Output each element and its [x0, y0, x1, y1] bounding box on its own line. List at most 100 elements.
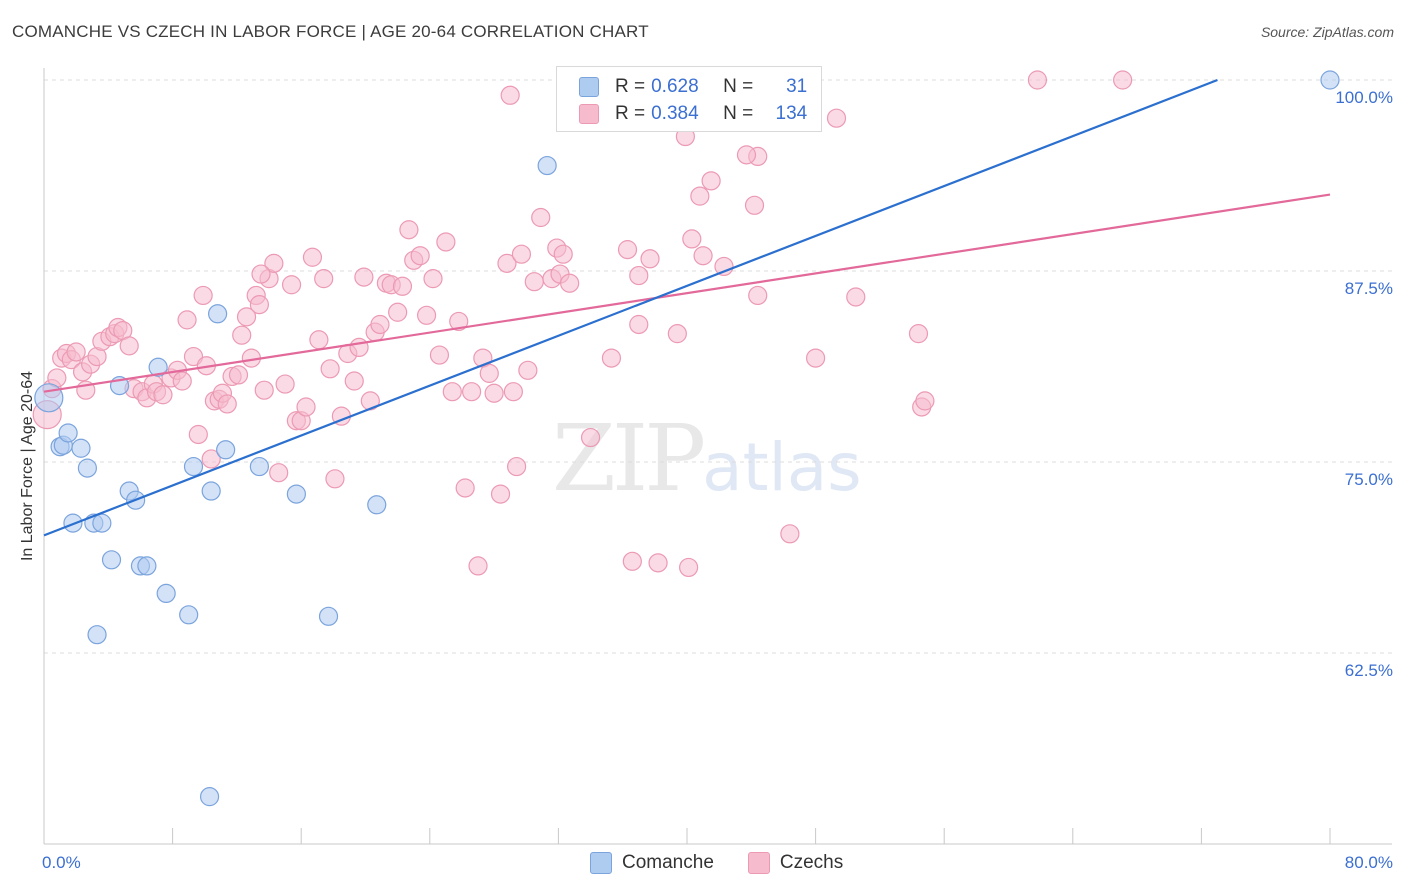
- czechs-legend-swatch: [747, 852, 770, 874]
- comanche-point: [34, 383, 64, 413]
- czechs-swatch: [579, 104, 599, 124]
- czechs-point: [177, 310, 197, 330]
- czechs-point: [701, 171, 721, 191]
- czechs-point: [780, 524, 800, 544]
- axes: [43, 68, 1392, 845]
- czechs-point: [497, 253, 517, 273]
- czechs-point: [66, 342, 86, 362]
- legend-item-czechs: Czechs: [747, 852, 844, 874]
- czechs-point: [416, 305, 437, 325]
- x-tick-label-max: 80.0%: [1344, 853, 1393, 872]
- chart-source: Source: ZipAtlas.com: [1260, 24, 1394, 40]
- comanche-legend-swatch: [590, 852, 612, 874]
- czechs-point: [370, 314, 390, 335]
- comanche-point: [92, 513, 112, 533]
- watermark: ZIPatlas: [552, 405, 862, 512]
- czechs-point: [251, 264, 271, 284]
- comanche-point: [58, 423, 78, 443]
- czechs-point: [449, 311, 469, 332]
- czechs-point: [1027, 70, 1048, 90]
- czechs-point: [349, 337, 369, 357]
- czechs-point: [580, 427, 601, 448]
- czechs-point: [119, 336, 139, 356]
- czechs-point: [172, 371, 192, 391]
- czechs-point: [429, 345, 450, 365]
- y-tick-label: 87.5%: [1344, 279, 1393, 298]
- czechs-point: [744, 195, 765, 215]
- czechs-point: [217, 394, 237, 414]
- czechs-point: [344, 371, 364, 391]
- legend-item-comanche: Comanche: [590, 852, 714, 874]
- czechs-point: [915, 391, 935, 411]
- czechs-point: [461, 382, 482, 402]
- y-tick-label: 100.0%: [1335, 88, 1393, 107]
- comanche-point: [87, 625, 107, 645]
- czechs-n-value: 134: [775, 103, 808, 124]
- czechs-point: [354, 267, 374, 287]
- y-axis-label: In Labor Force | Age 20-64: [19, 370, 36, 562]
- comanche-point: [216, 440, 236, 460]
- czechs-point: [693, 246, 713, 266]
- czechs-point: [269, 463, 289, 483]
- czechs-point: [314, 269, 334, 289]
- trend-lines: [43, 78, 1331, 537]
- czechs-point: [201, 449, 221, 469]
- czechs-r-value: 0.384: [651, 103, 699, 124]
- czechs-point: [399, 220, 419, 240]
- series-legend: Comanche Czechs: [590, 852, 877, 874]
- r-label: R =: [615, 103, 646, 124]
- czechs-point: [388, 302, 408, 322]
- y-tick-label: 62.5%: [1344, 661, 1393, 680]
- comanche-r-value: 0.628: [651, 76, 699, 97]
- comanche-point: [367, 495, 387, 515]
- czechs-point: [805, 348, 826, 368]
- czechs-point: [714, 256, 734, 277]
- comanche-n-value: 31: [786, 76, 808, 97]
- czechs-point: [153, 385, 173, 405]
- czechs-point: [468, 556, 488, 576]
- comanche-point: [201, 481, 221, 501]
- czechs-point: [320, 359, 340, 379]
- czechs-point: [667, 324, 687, 344]
- czechs-point: [1113, 70, 1133, 90]
- stats-legend-row-czechs: R = 0.384 N = 134: [579, 102, 807, 126]
- czechs-point: [436, 232, 456, 252]
- comanche-points: [34, 70, 1340, 807]
- czechs-point: [826, 108, 847, 128]
- czechs-trend-line: [43, 193, 1331, 393]
- czechs-point: [275, 374, 295, 394]
- x-tick-label-min: 0.0%: [42, 853, 81, 872]
- czechs-point: [648, 553, 668, 573]
- legend-label-czechs: Czechs: [779, 852, 844, 873]
- comanche-point: [101, 550, 122, 570]
- czechs-point: [503, 382, 523, 402]
- comanche-point: [208, 304, 228, 324]
- czechs-point: [254, 380, 274, 400]
- czechs-point: [236, 307, 257, 327]
- czechs-point: [264, 253, 284, 273]
- czechs-point: [392, 276, 413, 296]
- chart-title: COMANCHE VS CZECH IN LABOR FORCE | AGE 2…: [12, 22, 649, 41]
- czechs-point: [484, 383, 504, 403]
- czechs-point: [302, 247, 323, 267]
- comanche-point: [1320, 70, 1340, 90]
- czechs-point: [690, 186, 710, 206]
- comanche-point: [318, 606, 339, 626]
- czechs-point: [490, 484, 511, 504]
- n-label: N =: [723, 76, 754, 97]
- czechs-point: [553, 244, 573, 264]
- czechs-point: [622, 551, 642, 571]
- watermark-atlas: atlas: [702, 429, 862, 506]
- czechs-point: [524, 272, 544, 292]
- comanche-point: [71, 438, 91, 458]
- comanche-point: [249, 456, 270, 477]
- czechs-point: [908, 324, 929, 344]
- stats-legend: R = 0.628 N = 31 R = 0.384 N = 134: [556, 66, 822, 132]
- czechs-point: [617, 240, 638, 260]
- czechs-point: [309, 330, 329, 350]
- r-label: R =: [615, 76, 646, 97]
- czechs-point: [442, 382, 462, 402]
- comanche-point: [286, 484, 306, 504]
- stats-legend-row-comanche: R = 0.628 N = 31: [579, 75, 807, 99]
- czechs-point: [228, 365, 249, 385]
